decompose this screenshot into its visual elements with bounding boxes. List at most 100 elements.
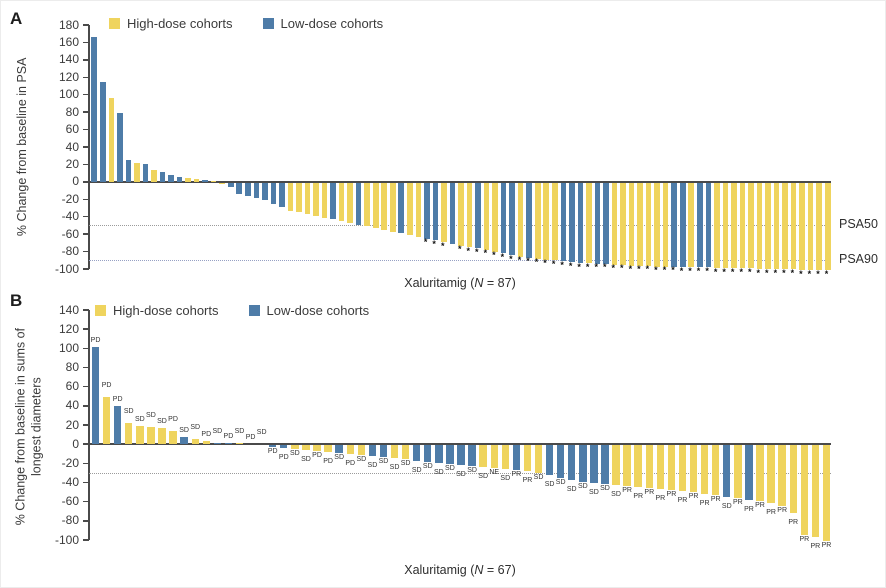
bar-high-dose (492, 182, 498, 252)
response-label: PD (112, 395, 123, 403)
asterisk-marker: * (500, 251, 505, 262)
asterisk-marker: * (705, 265, 709, 276)
y-axis-tick (83, 366, 89, 369)
asterisk-marker: * (662, 265, 667, 275)
panel-a-letter: A (10, 9, 23, 28)
response-label: PR (622, 487, 632, 495)
high-dose-legend-label: High-dose cohorts (127, 16, 233, 31)
y-tick-label: 140 (58, 52, 79, 67)
bar-high-dose (346, 445, 354, 454)
response-label: SD (533, 473, 544, 481)
y-axis-tick (83, 93, 89, 96)
y-tick-label: -40 (61, 209, 79, 224)
bar-high-dose (822, 445, 831, 541)
response-label: PD (267, 448, 278, 456)
bar-low-dose (449, 182, 456, 244)
bar-high-dose (534, 445, 543, 473)
bar-low-dose (236, 182, 243, 195)
y-axis-tick (83, 328, 89, 330)
bar-high-dose (441, 182, 447, 243)
response-label: SD (456, 471, 466, 479)
bar-high-dose (347, 182, 353, 223)
bar-low-dose (368, 445, 377, 456)
y-tick-label: 0 (72, 436, 79, 451)
bar-high-dose (407, 182, 413, 236)
asterisk-marker: * (602, 262, 607, 273)
bar-high-dose (313, 182, 319, 216)
y-tick-label: -20 (61, 191, 79, 206)
bar-high-dose (811, 445, 820, 538)
bar-low-dose (142, 164, 149, 182)
bar-low-dose (180, 436, 188, 445)
response-label: PR (644, 489, 655, 497)
y-tick-label: 60 (65, 379, 79, 394)
low-dose-legend-label: Low-dose cohorts (280, 16, 384, 31)
y-tick-label: -100 (54, 532, 79, 547)
asterisk-marker: * (466, 245, 471, 256)
y-axis-tick (83, 198, 89, 201)
response-label: PR (821, 542, 832, 549)
response-label: PD (323, 457, 333, 465)
response-label: SD (378, 457, 389, 465)
threshold-label: PSA90 (839, 252, 878, 267)
zero-baseline (89, 181, 831, 183)
bar-low-dose (99, 81, 106, 182)
panel-b-plot: 140 120 100 80 60 40 20 0 -20 -40 -60 -80 -100 PD PD PD… (55, 303, 831, 551)
y-axis-tick (83, 24, 89, 26)
xlabel-text: Xaluritamig ( (404, 563, 475, 577)
asterisk-marker: * (628, 264, 633, 275)
asterisk-marker: * (475, 246, 479, 257)
bar-low-dose (579, 445, 587, 482)
response-label: SD (400, 459, 411, 467)
bar-high-dose (134, 162, 140, 182)
asterisk-marker: * (594, 262, 598, 273)
bar-low-dose (723, 445, 731, 497)
bar-low-dose (355, 182, 362, 225)
bar-low-dose (745, 445, 753, 500)
bar-high-dose (313, 445, 321, 451)
y-tick-label: 40 (65, 139, 79, 154)
panel-b-legend: High-dose cohorts Low-dose cohorts (95, 303, 399, 318)
y-axis-tick (83, 500, 89, 503)
y-tick-label: -40 (61, 475, 79, 489)
bar-high-dose (611, 182, 618, 265)
xlabel-text: Xaluritamig ( (404, 276, 475, 290)
bar-low-dose (509, 182, 515, 256)
response-label: PD (312, 451, 322, 459)
response-label: SD (721, 502, 732, 510)
bar-low-dose (545, 445, 554, 475)
response-label: PD (201, 431, 212, 439)
bar-high-dose (483, 182, 490, 250)
bar-high-dose (390, 445, 399, 458)
bar-high-dose (782, 182, 788, 270)
bar-low-dose (603, 182, 609, 264)
asterisk-marker: * (739, 266, 743, 277)
asterisk-marker: * (790, 267, 795, 278)
low-dose-legend-label: Low-dose cohorts (266, 303, 370, 318)
bar-high-dose (338, 182, 345, 222)
bar-high-dose (151, 169, 157, 182)
bar-high-dose (185, 178, 191, 182)
y-axis-tick (83, 539, 89, 541)
bar-high-dose (147, 426, 155, 445)
bar-high-dose (364, 182, 370, 227)
y-axis-tick (83, 146, 89, 148)
bar-high-dose (688, 182, 695, 268)
y-axis-tick (83, 215, 89, 218)
high-dose-swatch-icon (109, 18, 120, 29)
bar-high-dose (235, 443, 244, 445)
bar-low-dose (512, 445, 521, 471)
y-axis-tick (83, 181, 89, 183)
bar-low-dose (446, 445, 454, 465)
response-label: PR (522, 477, 533, 485)
bar-high-dose (799, 182, 805, 270)
asterisk-marker: * (645, 264, 650, 275)
bar-high-dose (714, 182, 720, 269)
bar-low-dose (560, 182, 567, 262)
asterisk-marker: * (543, 258, 547, 269)
bar-low-dose (590, 445, 598, 483)
response-label: PR (810, 543, 821, 551)
asterisk-marker: * (585, 261, 590, 272)
bar-high-dose (158, 427, 166, 445)
bar-low-dose (568, 445, 576, 480)
